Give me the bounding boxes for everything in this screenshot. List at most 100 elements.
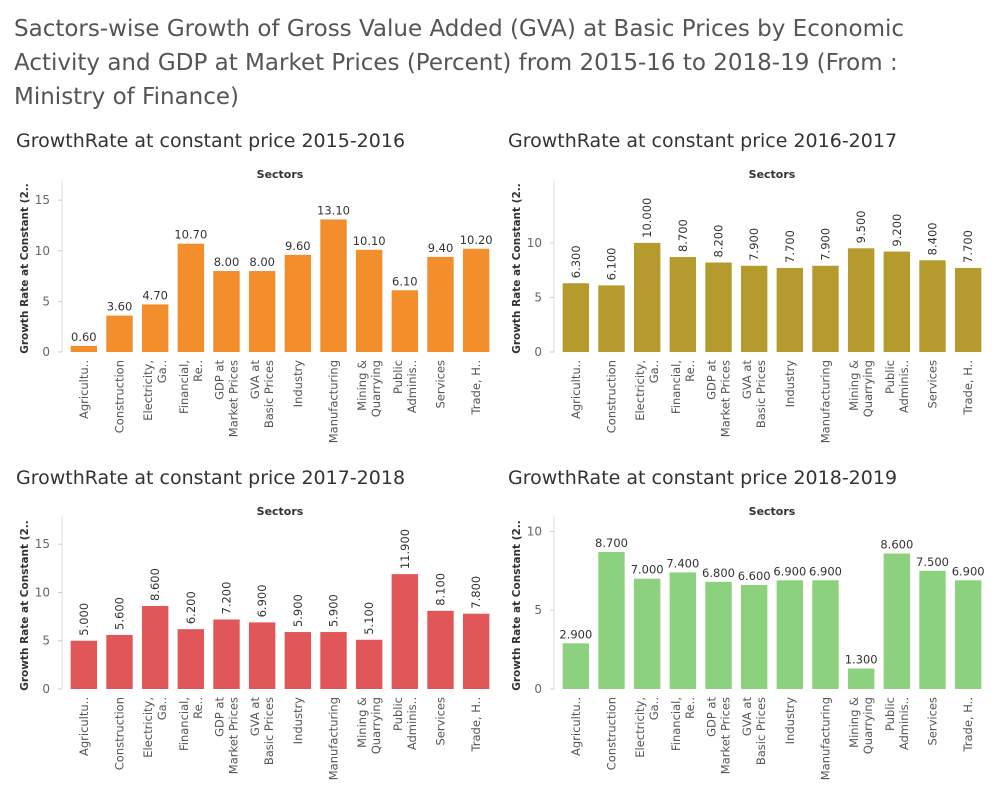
data-label: 5.100 — [362, 602, 376, 635]
x-tick-label: Public — [883, 360, 897, 394]
chart-panel-2018-2019: GrowthRate at constant price 2018-2019 S… — [506, 467, 996, 807]
data-label: 7.900 — [747, 228, 761, 261]
x-tick-label: Quarrying — [369, 360, 383, 417]
data-label: 9.200 — [890, 214, 904, 247]
x-tick-label: Trade, H.. — [961, 360, 975, 416]
y-tick-label: 10 — [35, 244, 50, 258]
x-tick-label-group: Financial, Re.. — [669, 360, 697, 414]
x-tick-label: Quarrying — [861, 360, 875, 417]
bar — [355, 249, 383, 352]
y-axis-label: Growth Rate at Constant (2.. — [19, 183, 31, 354]
x-tick-label: Financial, — [177, 360, 191, 414]
data-label: 10.70 — [174, 228, 207, 242]
bar — [284, 254, 312, 352]
x-tick-label: GDP at — [213, 360, 227, 400]
x-tick-label-group: GDP at Market Prices — [213, 360, 241, 438]
x-axis-label: Sectors — [749, 168, 796, 181]
bar — [70, 345, 98, 352]
x-tick-label: Basic Prices — [754, 360, 768, 428]
bar — [141, 605, 169, 689]
x-tick-label: Adminis.. — [897, 360, 911, 413]
x-tick-label: Financial, — [669, 697, 683, 751]
y-tick-label: 0 — [42, 682, 50, 696]
bar — [633, 578, 661, 689]
bar — [320, 219, 347, 352]
x-tick-label-group: Public Adminis.. — [883, 360, 911, 413]
y-tick-label: 5 — [534, 290, 542, 304]
data-label: 6.800 — [702, 566, 735, 580]
x-tick-label-group: Manufacturing — [327, 697, 341, 780]
data-label: 6.900 — [255, 584, 269, 617]
x-tick-label: Trade, H.. — [469, 360, 483, 416]
x-tick-label-group: GVA at Basic Prices — [248, 360, 276, 429]
x-tick-label-group: Mining & Quarrying — [355, 360, 383, 417]
data-label: 9.40 — [428, 241, 454, 255]
bar — [776, 580, 804, 689]
x-tick-label-group: Trade, H.. — [469, 360, 483, 416]
bar — [883, 553, 911, 689]
x-tick-label: Agricultu.. — [569, 360, 583, 419]
x-tick-label: Industry — [783, 697, 797, 744]
data-label: 7.700 — [783, 230, 797, 263]
x-tick-label: Mining & — [355, 697, 369, 748]
data-label: 6.300 — [569, 245, 583, 278]
x-tick-label: Trade, H.. — [961, 697, 975, 753]
bar — [391, 574, 419, 689]
x-tick-label: Manufacturing — [819, 360, 833, 443]
x-tick-label: Quarrying — [369, 697, 383, 754]
x-tick-label: Services — [926, 697, 940, 746]
data-label: 2.900 — [559, 627, 592, 641]
x-tick-label-group: GDP at Market Prices — [213, 697, 241, 775]
bar — [669, 257, 697, 352]
x-tick-label-group: Trade, H.. — [961, 360, 975, 416]
x-tick-label: Re.. — [191, 697, 205, 719]
x-tick-label-group: Services — [926, 697, 940, 746]
x-axis-label: Sectors — [257, 505, 304, 518]
bar-chart-2016-2017: Sectors Growth Rate at Constant (2.. 0 5 10 6… — [511, 168, 982, 443]
x-tick-label-group: Construction — [113, 360, 127, 433]
data-label: 9.500 — [854, 210, 868, 243]
data-label: 8.00 — [249, 255, 275, 269]
x-tick-label-group: Mining & Quarrying — [847, 697, 875, 754]
data-label: 8.100 — [434, 573, 448, 606]
bar-chart-2018-2019: Sectors Growth Rate at Constant (2.. 0 5 10 2… — [511, 505, 985, 780]
x-tick-label: Basic Prices — [262, 360, 276, 428]
bar — [562, 283, 590, 352]
x-tick-label-group: Public Adminis.. — [391, 697, 419, 750]
data-label: 13.10 — [317, 203, 350, 217]
data-label: 11.900 — [398, 529, 412, 569]
bar — [562, 643, 590, 689]
x-tick-label-group: Trade, H.. — [961, 697, 975, 753]
x-tick-label: Manufacturing — [327, 697, 341, 780]
bar — [883, 251, 911, 352]
x-tick-label: Adminis.. — [405, 360, 419, 413]
data-label: 8.600 — [880, 538, 913, 552]
data-label: 10.20 — [460, 233, 493, 247]
data-label: 10.10 — [353, 234, 386, 248]
x-axis-label: Sectors — [257, 168, 304, 181]
x-tick-label: Adminis.. — [405, 697, 419, 750]
y-tick-label: 0 — [534, 682, 542, 696]
chart-title: GrowthRate at constant price 2018-2019 — [508, 467, 898, 489]
bar — [391, 290, 419, 352]
x-tick-label-group: Electricity, Ga.. — [633, 360, 661, 421]
data-label: 0.60 — [71, 330, 97, 344]
x-tick-label-group: Public Adminis.. — [391, 360, 419, 413]
x-tick-label: Re.. — [191, 360, 205, 382]
y-tick-label: 10 — [527, 524, 542, 538]
x-tick-label: GDP at — [705, 360, 719, 400]
bar — [70, 640, 98, 689]
y-axis-label: Growth Rate at Constant (2.. — [511, 520, 523, 691]
data-label: 5.900 — [327, 594, 341, 627]
x-tick-label-group: Agricultu.. — [569, 697, 583, 756]
x-tick-label: Market Prices — [719, 697, 733, 774]
data-label: 9.60 — [285, 239, 311, 253]
x-axis-label: Sectors — [749, 505, 796, 518]
x-tick-label-group: Construction — [113, 697, 127, 770]
x-tick-label-group: Services — [434, 360, 448, 409]
data-label: 5.000 — [77, 603, 91, 636]
bar — [106, 315, 133, 352]
x-tick-label: Agricultu.. — [77, 697, 91, 756]
x-tick-label-group: Manufacturing — [819, 697, 833, 780]
data-label: 6.900 — [773, 564, 806, 578]
